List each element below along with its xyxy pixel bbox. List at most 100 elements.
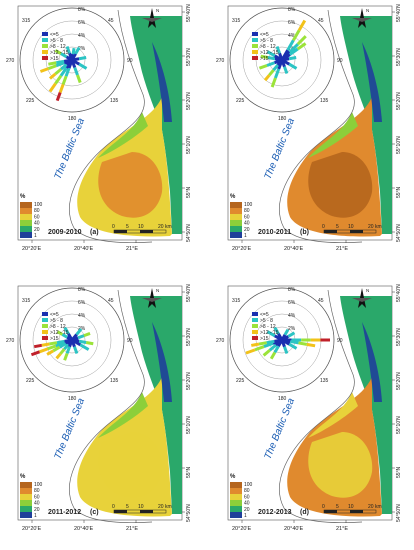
rose-direction-label: 135: [110, 378, 119, 384]
rose-direction-label: 90: [127, 338, 133, 344]
panel-letter: (c): [90, 509, 99, 516]
north-arrow-icon: N: [142, 8, 162, 28]
mid-concentration-zone: [308, 392, 358, 438]
wind-legend-swatch: [42, 44, 48, 48]
panel-2012-2013: The Baltic Sea 55°40'N 55°30'N 55°20'N 55°10…: [212, 282, 402, 534]
scale-label: 0: [112, 224, 115, 230]
rose-direction-label: 315: [232, 18, 241, 24]
spit-land: [130, 16, 182, 234]
wind-legend-label: >15: [50, 336, 59, 342]
scale-label: 0: [322, 504, 325, 510]
wind-legend-swatch: [252, 330, 258, 334]
rose-spoke-segment: [66, 335, 73, 342]
rose-spoke-segment: [58, 83, 65, 93]
colorbar-band: [230, 506, 242, 512]
rose-spoke-segment: [292, 29, 301, 42]
scale-bar-fill: [114, 230, 127, 233]
wind-legend-swatch: [42, 318, 48, 322]
panel-letter: (a): [90, 229, 99, 236]
rose-ring-label: 8%: [288, 7, 296, 13]
rose-outer: [229, 287, 335, 393]
lat-label: 54°50'N: [396, 504, 402, 522]
colorbar-band: [230, 226, 242, 232]
lat-label: 55°40'N: [186, 284, 192, 302]
coastline: [279, 289, 363, 524]
lat-label: 55°N: [396, 186, 402, 198]
period-label: 2009-2010: [48, 229, 82, 236]
rose-spoke-segment: [76, 74, 82, 84]
rose-ring-label: 6%: [78, 300, 86, 306]
period-label: 2012-2013: [258, 509, 292, 516]
colorbar-tick: 80: [244, 208, 250, 214]
lat-label: 54°50'N: [396, 224, 402, 242]
lat-label: 55°N: [186, 466, 192, 478]
rose-spoke-segment: [258, 64, 268, 70]
rose-direction-label: 135: [320, 98, 329, 104]
north-label: N: [366, 288, 369, 293]
wind-legend-label: <=5: [260, 312, 269, 318]
panel-letter: (d): [300, 509, 309, 516]
rose-spoke-segment: [266, 61, 275, 67]
rose-ring-label: 6%: [78, 20, 86, 26]
wind-legend-label: >15: [50, 56, 59, 62]
rose-spoke-segment: [283, 66, 289, 75]
rose-spoke-segment: [268, 69, 275, 77]
high-concentration-zone: [98, 152, 163, 218]
rose-spoke-segment: [71, 47, 76, 55]
north-label: N: [156, 8, 159, 13]
scale-label: 10: [138, 504, 144, 510]
rose-spoke-segment: [273, 345, 280, 354]
rose-spoke-segment: [266, 50, 276, 58]
wind-legend-label: >8 - 12: [50, 44, 66, 50]
rose-spoke-segment: [273, 54, 283, 62]
rose-spoke-segment: [78, 62, 88, 70]
colorbar-unit: %: [230, 474, 236, 480]
lon-label: 21°E: [126, 246, 138, 252]
scale-label: 0: [322, 224, 325, 230]
colorbar-tick: 1: [34, 233, 37, 239]
rose-spoke-segment: [77, 334, 85, 340]
rose-spoke-segment: [70, 339, 76, 348]
north-arrow-icon: N: [352, 8, 372, 28]
colorbar-tick: 40: [34, 221, 40, 227]
rose-spoke-segment: [283, 328, 290, 336]
wind-legend-label: >5 - 8: [50, 318, 63, 324]
wind-legend-swatch: [42, 56, 48, 60]
rose-ring: [242, 20, 322, 100]
colorbar-band: [20, 500, 32, 506]
lat-label: 55°30'N: [186, 48, 192, 66]
rose-spoke-segment: [41, 342, 50, 347]
scale-bar-fill: [114, 510, 127, 513]
lat-label: 55°N: [186, 186, 192, 198]
rose-spoke-segment: [55, 59, 65, 65]
colorbar-tick: 40: [244, 501, 250, 507]
low-concentration-zone: [362, 42, 382, 122]
rose-spoke-segment: [272, 64, 279, 72]
lat-label: 55°10'N: [186, 416, 192, 434]
rose-direction-label: 180: [68, 116, 77, 122]
colorbar-tick: 1: [34, 513, 37, 519]
rose-spoke-segment: [46, 349, 55, 356]
rose-spoke-segment: [254, 345, 265, 352]
panel-2011-2012: The Baltic Sea 55°40'N 55°30'N 55°20'N 55°10…: [2, 282, 192, 534]
rose-spoke-segment: [55, 352, 62, 360]
lat-label: 55°40'N: [186, 4, 192, 22]
rose-spoke-segment: [60, 52, 68, 59]
lat-label: 55°10'N: [396, 416, 402, 434]
rose-spoke-segment: [286, 39, 295, 51]
rose-direction-label: 225: [236, 98, 245, 104]
rose-outer: [19, 7, 125, 113]
colorbar-band: [20, 214, 32, 220]
lat-label: 55°20'N: [186, 92, 192, 110]
rose-spoke-segment: [274, 68, 281, 79]
lon-label: 20°40'E: [284, 526, 303, 532]
lat-label: 55°40'N: [396, 4, 402, 22]
lat-label: 55°30'N: [396, 328, 402, 346]
rose-spoke-segment: [288, 342, 298, 350]
lon-label: 20°40'E: [74, 246, 93, 252]
rose-ring-label: 8%: [78, 287, 86, 293]
rose-spoke-segment: [56, 339, 65, 345]
